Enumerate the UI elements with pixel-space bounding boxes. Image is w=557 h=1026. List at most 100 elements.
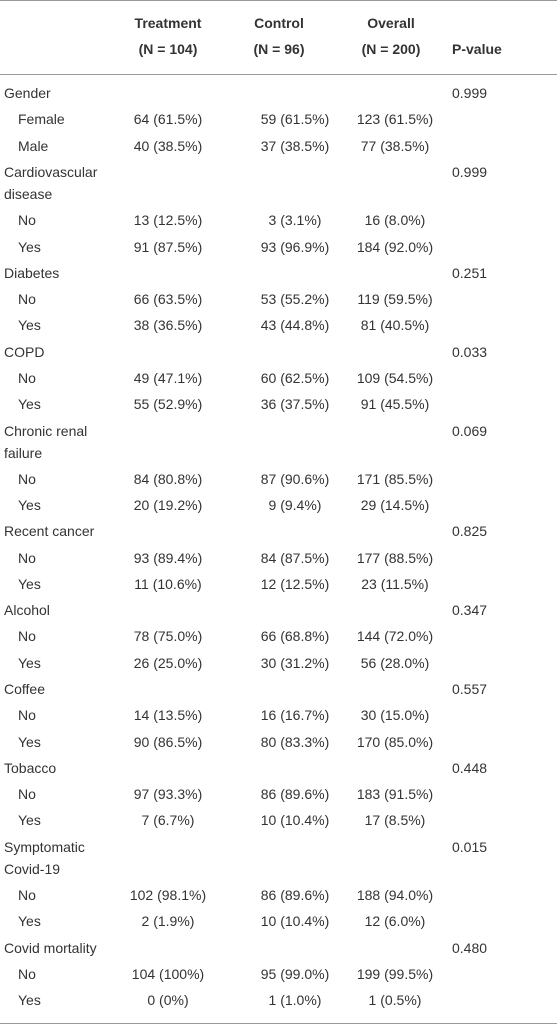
cell-value: 66 (68.8%): [260, 628, 330, 645]
level-label: Yes: [18, 575, 41, 592]
cell-value: 84 (80.8%): [133, 470, 203, 487]
level-label: Yes: [18, 396, 41, 413]
variable-label: Chronic renal failure: [4, 422, 88, 461]
level-label: No: [18, 549, 36, 566]
cell-value: 87 (90.6%): [260, 470, 330, 487]
cell-value: 90 (86.5%): [133, 733, 203, 750]
cell-value: 60 (62.5%): [260, 369, 330, 386]
cell-value: 84 (87.5%): [260, 549, 330, 566]
level-label: Yes: [18, 654, 41, 671]
cell-value: 64 (61.5%): [133, 111, 203, 128]
level-label: No: [18, 707, 36, 724]
group-row: Cardiovascular disease 0.999: [0, 159, 557, 207]
column-n: (N = 104): [138, 41, 198, 57]
level-label: Yes: [18, 913, 41, 930]
p-value: 0.448: [452, 759, 488, 776]
cell-value: 12 (6.0%): [364, 913, 426, 930]
level-label: No: [18, 369, 36, 386]
cell-value: 184 (92.0%): [356, 238, 434, 255]
cell-value: 10 (10.4%): [260, 812, 330, 829]
cell-value: 23 (11.5%): [361, 575, 429, 592]
cell-value: 91 (45.5%): [360, 396, 430, 413]
cell-value: 109 (54.5%): [356, 369, 434, 386]
cell-value: 38 (36.5%): [133, 317, 203, 334]
variable-label: Alcohol: [4, 602, 50, 619]
cell-value: 7 (6.7%): [141, 812, 195, 829]
level-row: No 13 (12.5%) 3 (3.1%) 16 (8.0%): [0, 207, 557, 233]
cell-value: 17 (8.5%): [364, 812, 426, 829]
cell-value: 188 (94.0%): [356, 887, 434, 904]
level-label: Yes: [18, 238, 41, 255]
cell-value: 56 (28.0%): [360, 654, 430, 671]
cell-value: 0 (0%): [147, 992, 189, 1009]
level-row: Yes 0 (0%) 1 (1.0%) 1 (0.5%): [0, 987, 557, 1013]
level-row: No 97 (93.3%) 86 (89.6%) 183 (91.5%): [0, 781, 557, 807]
cell-value: 199 (99.5%): [356, 965, 434, 982]
variable-label: Covid mortality: [4, 939, 97, 956]
cell-value: 93 (96.9%): [260, 238, 330, 255]
level-row: No 104 (100%) 95 (99.0%) 199 (99.5%): [0, 961, 557, 987]
cell-value: 66 (63.5%): [133, 291, 203, 308]
variable-label: Recent cancer: [4, 523, 95, 540]
cell-value: 29 (14.5%): [360, 497, 430, 514]
column-header: Treatment (N = 104): [135, 10, 202, 62]
variable-label: COPD: [4, 343, 45, 360]
level-label: Female: [18, 111, 65, 128]
group-row: Coffee 0.557: [0, 676, 557, 702]
variable-label: Coffee: [4, 681, 45, 698]
p-value: 0.480: [452, 939, 488, 956]
level-label: Yes: [18, 317, 41, 334]
level-row: Male 40 (38.5%) 37 (38.5%) 77 (38.5%): [0, 133, 557, 159]
group-row: Chronic renal failure 0.069: [0, 417, 557, 465]
level-row: Yes 7 (6.7%) 10 (10.4%) 17 (8.5%): [0, 807, 557, 833]
cell-value: 123 (61.5%): [356, 111, 434, 128]
level-label: No: [18, 291, 36, 308]
header-rule: [0, 74, 557, 75]
cell-value: 49 (47.1%): [133, 369, 203, 386]
cell-value: 10 (10.4%): [260, 913, 330, 930]
level-row: Yes 26 (25.0%) 30 (31.2%) 56 (28.0%): [0, 650, 557, 676]
level-label: No: [18, 628, 36, 645]
group-row: Gender 0.999: [0, 80, 557, 106]
level-row: No 66 (63.5%) 53 (55.2%) 119 (59.5%): [0, 286, 557, 312]
level-label: No: [18, 212, 36, 229]
column-header: P-value: [452, 36, 502, 62]
level-label: Yes: [18, 733, 41, 750]
cell-value: 104 (100%): [131, 965, 205, 982]
cell-value: 53 (55.2%): [260, 291, 330, 308]
p-value: 0.557: [452, 681, 488, 698]
group-row: Alcohol 0.347: [0, 597, 557, 623]
cell-value: 81 (40.5%): [360, 317, 430, 334]
column-title: P-value: [452, 41, 502, 57]
cell-value: 16 (8.0%): [364, 212, 426, 229]
cell-value: 30 (15.0%): [360, 707, 430, 724]
p-value: 0.069: [452, 422, 488, 439]
level-row: No 84 (80.8%) 87 (90.6%) 171 (85.5%): [0, 466, 557, 492]
variable-label: Symptomatic Covid-19: [4, 838, 85, 877]
cell-value: 9 (9.4%): [268, 497, 322, 514]
level-row: No 49 (47.1%) 60 (62.5%) 109 (54.5%): [0, 365, 557, 391]
column-header: Control (N = 96): [254, 10, 305, 62]
variable-label: Diabetes: [4, 264, 60, 281]
variable-label: Gender: [4, 85, 51, 102]
level-label: Yes: [18, 992, 41, 1009]
cell-value: 93 (89.4%): [133, 549, 203, 566]
level-row: No 102 (98.1%) 86 (89.6%) 188 (94.0%): [0, 882, 557, 908]
column-title: Treatment: [134, 15, 202, 31]
cell-value: 171 (85.5%): [356, 470, 434, 487]
cell-value: 177 (88.5%): [356, 549, 434, 566]
level-row: Female 64 (61.5%) 59 (61.5%) 123 (61.5%): [0, 106, 557, 132]
cell-value: 40 (38.5%): [133, 137, 203, 154]
cell-value: 16 (16.7%): [260, 707, 330, 724]
top-rule: [0, 0, 557, 1]
column-n: (N = 200): [361, 41, 421, 57]
cell-value: 12 (12.5%): [260, 575, 330, 592]
group-row: Symptomatic Covid-19 0.015: [0, 834, 557, 882]
level-label: No: [18, 470, 36, 487]
level-row: Yes 91 (87.5%) 93 (96.9%) 184 (92.0%): [0, 233, 557, 259]
level-row: No 14 (13.5%) 16 (16.7%) 30 (15.0%): [0, 702, 557, 728]
cell-value: 1 (1.0%): [268, 992, 322, 1009]
cell-value: 13 (12.5%): [133, 212, 203, 229]
level-row: No 93 (89.4%) 84 (87.5%) 177 (88.5%): [0, 545, 557, 571]
